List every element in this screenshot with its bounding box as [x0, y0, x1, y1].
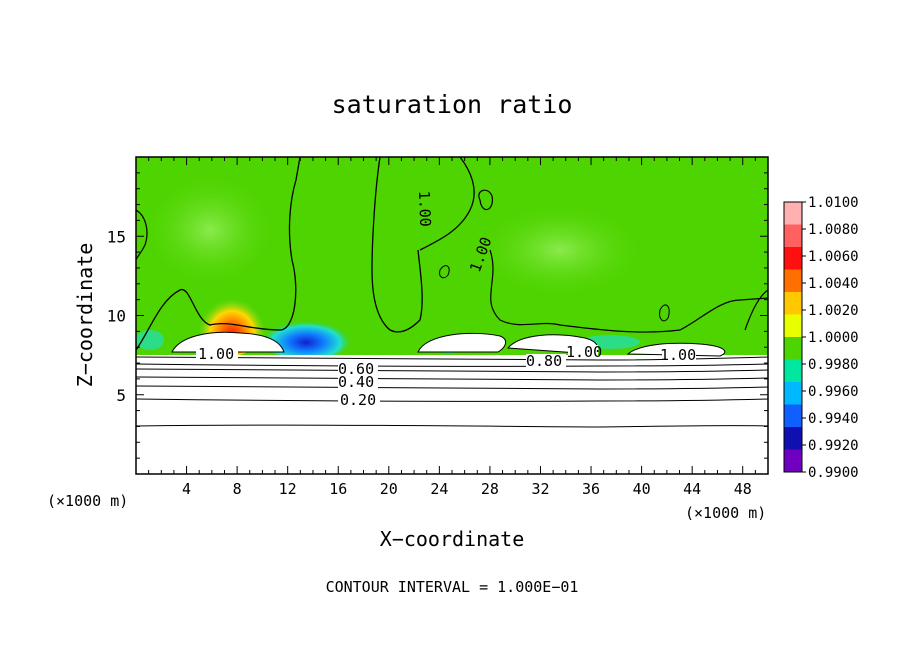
- cloud-base-pocket: [417, 332, 507, 353]
- contour-labels: 1.00 1.00 1.00 1.00 1.00 0.80 0.60 0.40 …: [196, 190, 696, 409]
- y-tick-label: 15: [107, 227, 126, 246]
- colorbar-swatch: [784, 359, 802, 383]
- x-tick-label: 20: [380, 480, 398, 498]
- colorbar-label: 0.9940: [808, 411, 859, 427]
- contour-line-0.10: [136, 424, 768, 428]
- contour-line-1.00: [371, 157, 423, 333]
- x-tick-label: 44: [683, 480, 701, 498]
- colorbar-label: 0.9920: [808, 438, 859, 454]
- colorbar-label: 1.0040: [808, 276, 859, 292]
- colorbar-swatch: [784, 202, 802, 225]
- x-tick-label: 4: [182, 480, 191, 498]
- x-axis: 4 8 12 16 20 24 28 32 36 40 44 48: [148, 157, 756, 498]
- y-axis-label: Z−coordinate: [73, 243, 97, 388]
- y-tick-label: 5: [116, 386, 126, 405]
- plot-area: [136, 157, 768, 474]
- colorbar-swatch: [784, 247, 802, 270]
- colorbar-label: 1.0100: [808, 195, 859, 211]
- x-axis-label: X−coordinate: [380, 527, 525, 551]
- contour-line-0.20: [136, 398, 768, 402]
- contour-line-1.00: [659, 304, 670, 322]
- contour-label: 0.80: [526, 352, 562, 370]
- contour-line-1.00: [136, 157, 301, 351]
- unsaturated-region: [136, 355, 768, 474]
- contour-label: 0.40: [338, 373, 374, 391]
- x-tick-label: 28: [481, 480, 499, 498]
- x-tick-label: 12: [279, 480, 297, 498]
- chart-title: saturation ratio: [332, 90, 573, 119]
- colorbar-swatch: [784, 314, 802, 338]
- colorbar-label: 0.9980: [808, 357, 859, 373]
- pale-region: [140, 170, 280, 290]
- contour-label: 1.00: [566, 343, 602, 361]
- colorbar-label: 1.0080: [808, 222, 859, 238]
- x-tick-label: 36: [582, 480, 600, 498]
- colorbar-label: 0.9960: [808, 384, 859, 400]
- y-tick-label: 10: [107, 307, 126, 326]
- contour-line-1.00: [136, 209, 148, 261]
- colorbar-label: 1.0060: [808, 249, 859, 265]
- contour-line-1.00: [419, 157, 475, 251]
- contour-label: 1.00: [415, 190, 434, 227]
- contour-label: 0.20: [340, 391, 376, 409]
- colorbar-label: 1.0020: [808, 303, 859, 319]
- contour-label: 1.00: [660, 346, 696, 364]
- colorbar-swatch: [784, 337, 802, 360]
- contour-line-1.00: [478, 189, 494, 211]
- contour-label: 0.60: [338, 360, 374, 378]
- x-tick-label: 16: [329, 480, 347, 498]
- x-unit-left: (×1000 m): [47, 492, 128, 510]
- subsaturated-blob: [260, 316, 352, 360]
- colorbar-label: 0.9900: [808, 465, 859, 481]
- contour-line-1.00: [744, 289, 768, 331]
- contour-interval-note: CONTOUR INTERVAL = 1.000E−01: [326, 578, 579, 596]
- x-tick-label: 32: [531, 480, 549, 498]
- colorbar-swatch: [784, 449, 802, 473]
- pale-region: [470, 200, 650, 300]
- colorbar-swatch: [784, 269, 802, 293]
- colorbar-swatch: [784, 404, 802, 428]
- contour-label: 1.00: [198, 345, 234, 363]
- y-axis: 5 10 15: [107, 172, 768, 459]
- x-tick-label: 8: [233, 480, 242, 498]
- colorbar-label: 1.0000: [808, 330, 859, 346]
- colorbar-swatch: [784, 292, 802, 315]
- x-tick-label: 24: [430, 480, 448, 498]
- colorbar-swatch: [784, 382, 802, 405]
- x-unit-right: (×1000 m): [685, 504, 766, 522]
- x-tick-label: 40: [633, 480, 651, 498]
- contour-line-1.00: [489, 249, 768, 333]
- contour-line-1.00: [439, 265, 450, 279]
- colorbar: 1.0100 1.0080 1.0060 1.0040 1.0020 1.0000 0.99…: [783, 195, 859, 481]
- colorbar-swatch: [784, 224, 802, 248]
- x-tick-label: 48: [734, 480, 752, 498]
- colorbar-swatch: [784, 427, 802, 450]
- cyan-patch: [136, 330, 164, 350]
